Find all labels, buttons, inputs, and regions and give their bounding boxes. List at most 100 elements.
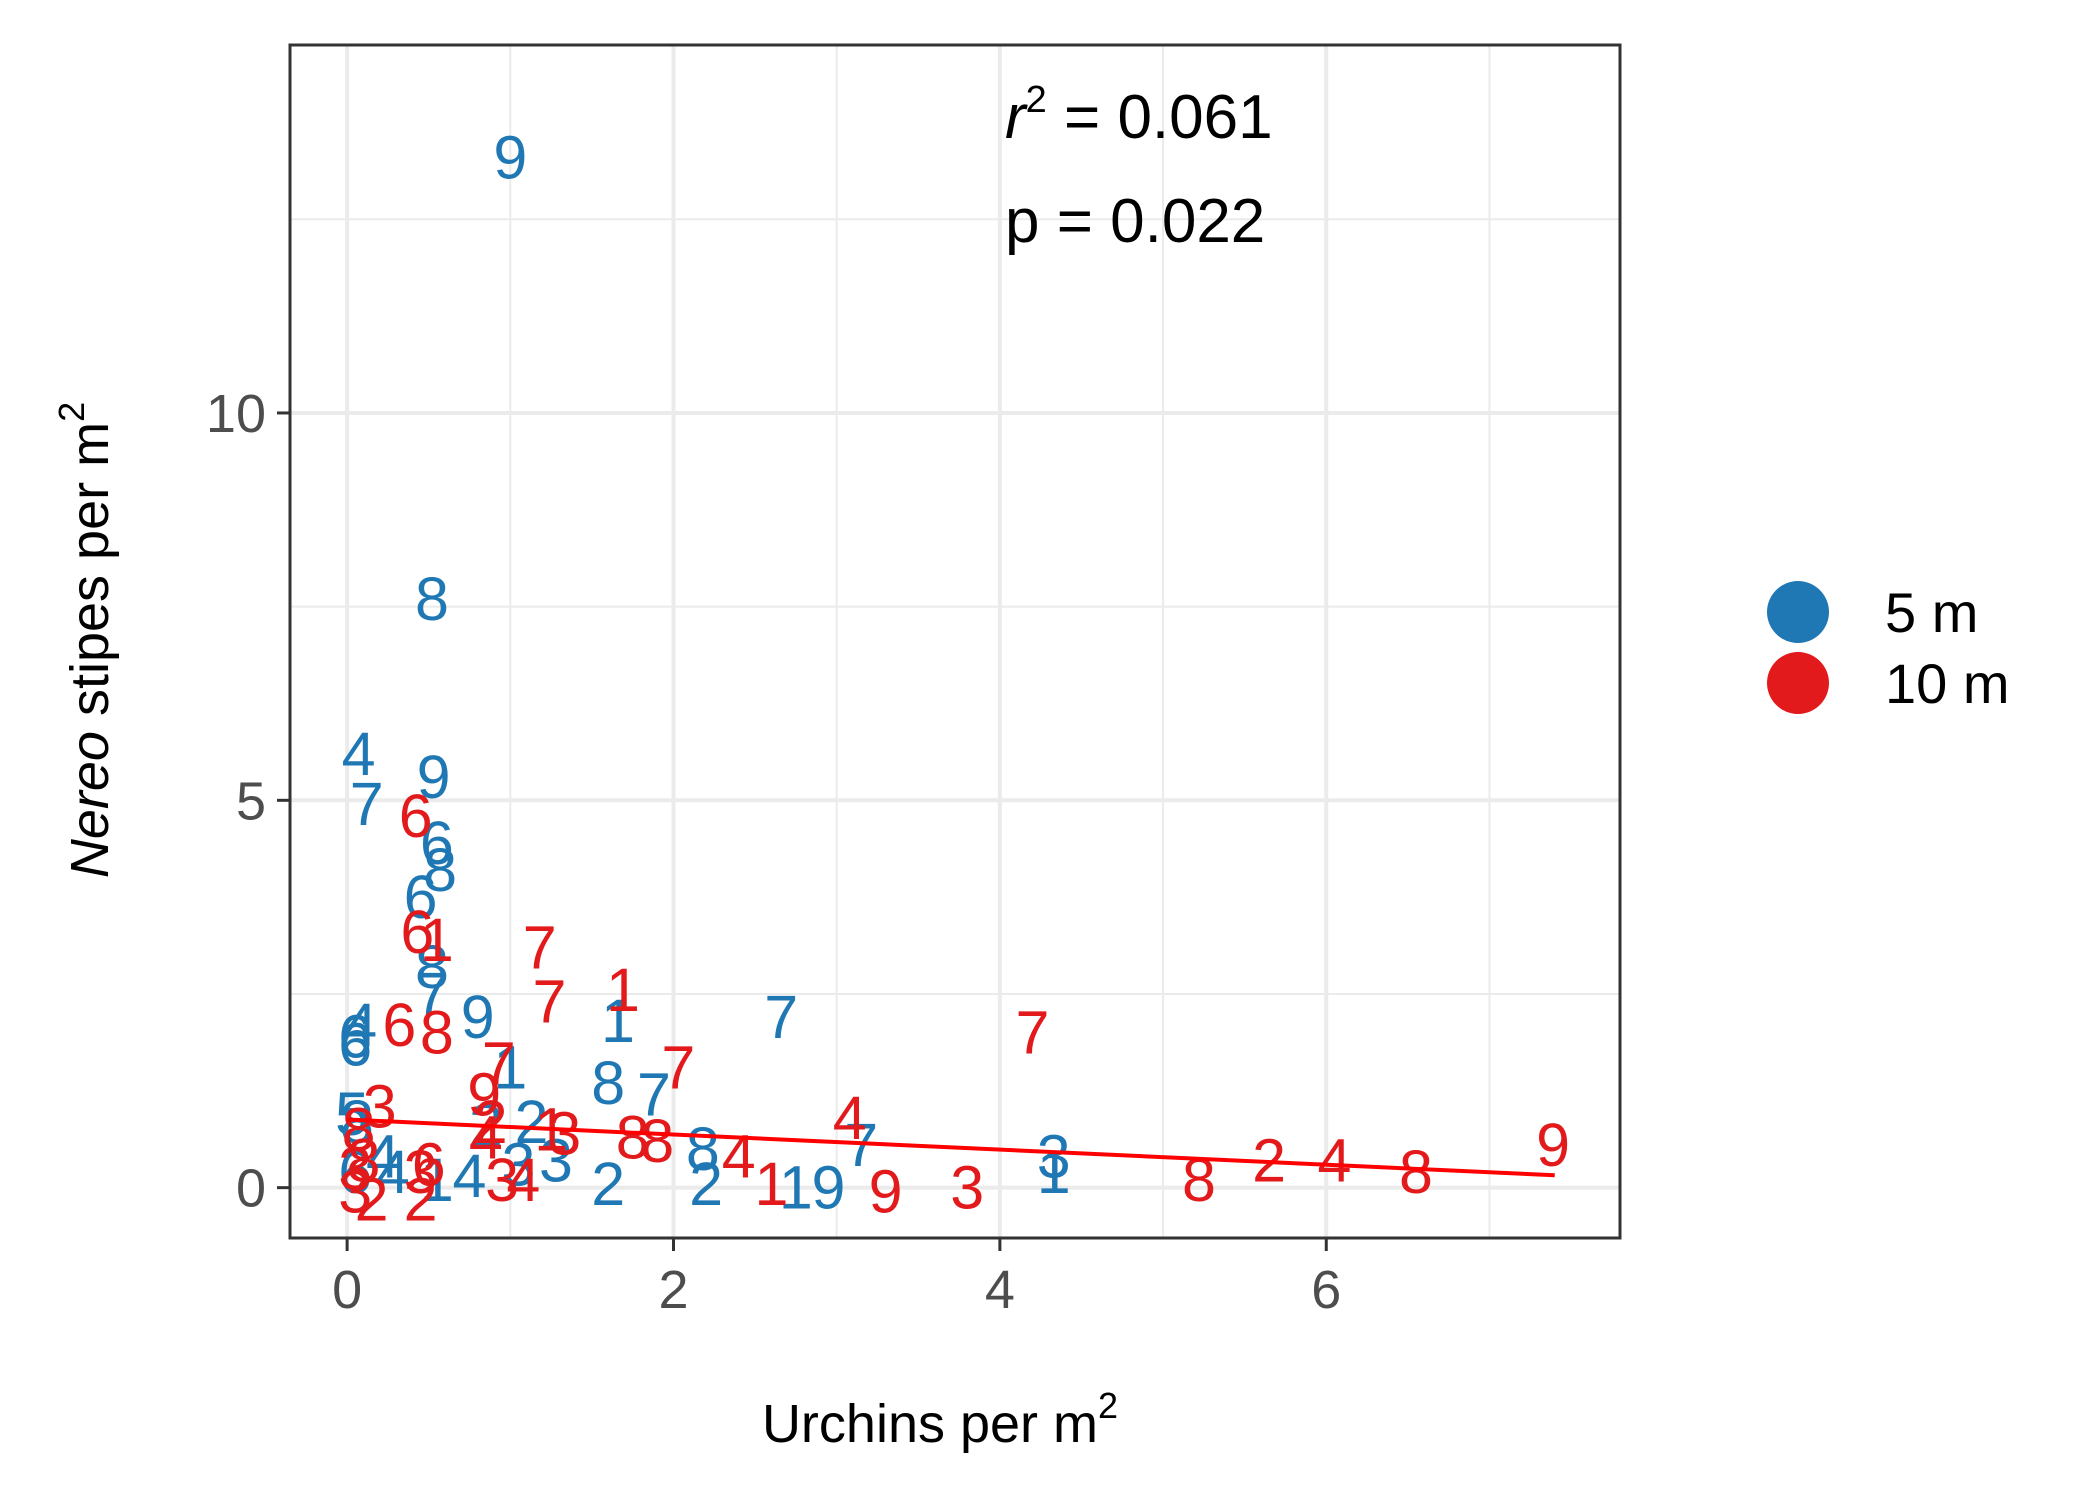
point-label-5m: 1 xyxy=(601,987,635,1055)
point-label-10m: 3 xyxy=(950,1154,984,1222)
y-tick-label: 5 xyxy=(236,771,266,831)
point-label-10m: 7 xyxy=(533,968,567,1036)
point-label-5m: 8 xyxy=(591,1049,625,1117)
legend-label-10m: 10 m xyxy=(1885,652,2010,715)
point-label-5m: 7 xyxy=(415,960,449,1028)
point-label-10m: 9 xyxy=(869,1158,903,1226)
x-tick-label: 6 xyxy=(1311,1260,1341,1320)
x-tick-label: 0 xyxy=(332,1260,362,1320)
point-label-10m: 8 xyxy=(1399,1138,1433,1206)
point-label-10m: 3 xyxy=(338,1134,372,1202)
point-label-10m: 4 xyxy=(722,1123,756,1191)
x-axis-title-sup: 2 xyxy=(1098,1385,1118,1426)
point-label-5m: 1 xyxy=(420,1146,454,1214)
point-label-10m: 9 xyxy=(467,1061,501,1129)
r-squared-annotation: r2 = 0.061 xyxy=(1005,79,1273,152)
y-axis-title-text: stipes per m xyxy=(60,422,120,731)
trend-line-group xyxy=(347,1117,1555,1178)
point-label-5m: 6 xyxy=(338,1003,372,1071)
point-label-5m: 9 xyxy=(812,1154,846,1222)
point-label-5m: 1 xyxy=(493,1034,527,1102)
point-label-10m: 4 xyxy=(506,1146,540,1214)
plot-panel-border xyxy=(288,43,1622,1240)
point-label-5m: 6 xyxy=(420,809,454,877)
point-label-10m: 8 xyxy=(342,1096,376,1164)
point-label-5m: 9 xyxy=(417,743,451,811)
point-label-10m: 3 xyxy=(485,1146,519,1214)
point-label-5m: 8 xyxy=(423,836,457,904)
point-label-5m: 9 xyxy=(461,983,495,1051)
x-axis-title-text: Urchins per m xyxy=(762,1394,1098,1454)
point-label-10m: 3 xyxy=(338,1158,372,1226)
point-label-5m: 1 xyxy=(779,1154,813,1222)
point-label-5m: 6 xyxy=(338,1138,372,1206)
point-label-10m: 3 xyxy=(404,1138,438,1206)
point-label-5m: 1 xyxy=(1037,1138,1071,1206)
x-tick-label: 4 xyxy=(985,1260,1015,1320)
point-label-5m: 4 xyxy=(376,1138,410,1206)
point-label-5m: 7 xyxy=(637,1061,671,1129)
r-squared-value: = 0.061 xyxy=(1047,83,1273,152)
point-label-5m: 6 xyxy=(338,1010,372,1078)
point-label-5m: 8 xyxy=(415,565,449,633)
point-label-5m: 3 xyxy=(1037,1123,1071,1191)
point-label-10m: 7 xyxy=(523,913,557,981)
point-label-10m: 3 xyxy=(547,1099,581,1167)
point-label-5m: 2 xyxy=(515,1088,549,1156)
point-label-10m: 1 xyxy=(754,1150,788,1218)
point-label-10m: 6 xyxy=(400,898,434,966)
point-label-5m: 4 xyxy=(366,1123,400,1191)
y-tick-label: 10 xyxy=(206,384,266,444)
legend-key-10m xyxy=(1767,652,1829,714)
y-axis-title: Nereo stipes per m2 xyxy=(51,402,120,878)
legend-label-5m: 5 m xyxy=(1885,581,1978,644)
point-label-5m: 2 xyxy=(591,1150,625,1218)
point-label-10m: 6 xyxy=(412,1130,446,1198)
y-axis-title-italic: Nereo xyxy=(60,731,120,878)
point-label-10m: 7 xyxy=(661,1034,695,1102)
point-label-5m: 7 xyxy=(764,983,798,1051)
point-label-5m: 3 xyxy=(539,1127,573,1195)
point-label-5m: 4 xyxy=(343,991,377,1059)
point-label-10m: 2 xyxy=(404,1165,438,1233)
point-label-5m: 8 xyxy=(415,933,449,1001)
legend: 5 m 10 m xyxy=(1767,581,2010,715)
r-squared-var: r xyxy=(1005,83,1028,152)
point-label-5m: 5 xyxy=(335,1080,369,1148)
trend-line xyxy=(347,1117,1555,1178)
point-label-10m: 1 xyxy=(420,906,454,974)
point-label-10m: 8 xyxy=(420,999,454,1067)
point-label-10m: 3 xyxy=(363,1072,397,1140)
point-label-5m: 9 xyxy=(493,123,527,191)
p-value-annotation: p = 0.022 xyxy=(1005,187,1265,256)
point-label-10m: 7 xyxy=(482,1030,516,1098)
point-label-10m: 8 xyxy=(640,1107,674,1175)
point-label-5m: 8 xyxy=(686,1115,720,1183)
x-tick-label: 2 xyxy=(658,1260,688,1320)
legend-key-5m xyxy=(1767,581,1829,643)
point-label-10m: 6 xyxy=(399,782,433,850)
point-label-10m: 1 xyxy=(606,956,640,1024)
point-label-5m: 7 xyxy=(350,770,384,838)
x-axis-title: Urchins per m2 xyxy=(762,1385,1118,1454)
point-label-10m: 8 xyxy=(346,1127,380,1195)
point-label-10m: 2 xyxy=(355,1165,389,1233)
point-label-10m: 6 xyxy=(382,991,416,1059)
point-label-5m: 3 xyxy=(501,1130,535,1198)
point-label-10m: 8 xyxy=(1182,1146,1216,1214)
point-label-5m: 2 xyxy=(689,1150,723,1218)
point-label-5m: 4 xyxy=(342,720,376,788)
point-label-5m: 6 xyxy=(404,863,438,931)
point-label-10m: 2 xyxy=(474,1088,508,1156)
point-label-10m: 4 xyxy=(469,1103,503,1171)
y-axis-title-sup: 2 xyxy=(51,402,92,422)
point-label-10m: 8 xyxy=(616,1103,650,1171)
point-label-10m: 9 xyxy=(1536,1111,1570,1179)
grid-lines xyxy=(290,45,1620,1238)
point-label-5m: 4 xyxy=(453,1142,487,1210)
y-tick-label: 0 xyxy=(236,1159,266,1219)
point-label-10m: 4 xyxy=(1317,1127,1351,1195)
